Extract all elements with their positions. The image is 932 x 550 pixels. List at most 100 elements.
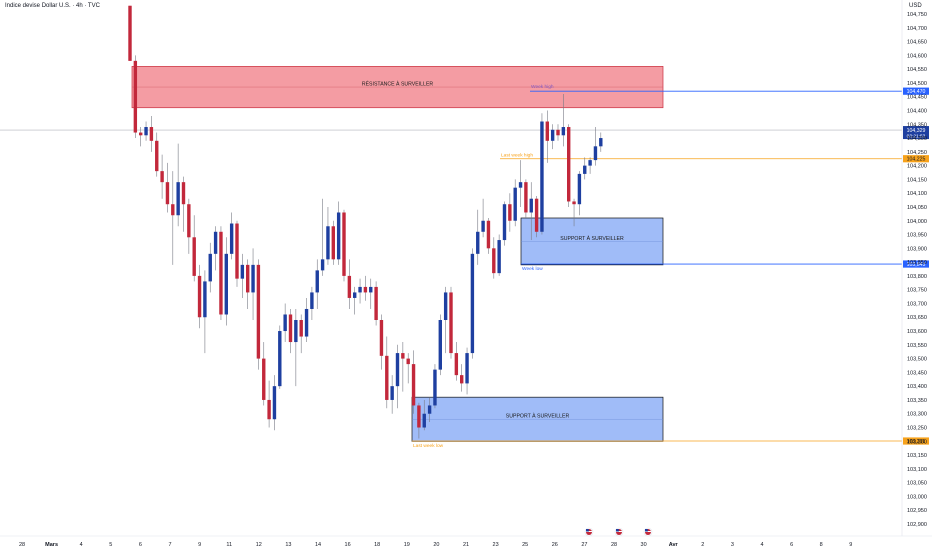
candle-body [342, 212, 346, 276]
candle-body [353, 292, 357, 298]
y-tick-label: 103,300 [907, 412, 927, 418]
flag-canton [616, 529, 619, 532]
candle-body [272, 386, 277, 420]
candle-body [251, 264, 255, 293]
y-tick-label: 103,550 [907, 343, 927, 349]
x-tick-label: 9 [849, 542, 852, 548]
candle-body [390, 386, 394, 400]
candle-body [310, 292, 314, 309]
candle-body [486, 220, 491, 249]
x-tick-label: 7 [168, 542, 171, 548]
y-tick-label: 103,850 [907, 260, 927, 266]
candle-body [192, 237, 196, 276]
candle-body [315, 270, 319, 293]
y-tick-label: 104,450 [907, 95, 927, 101]
candle-body [171, 204, 175, 216]
candle-body [561, 127, 566, 136]
y-tick-label: 103,150 [907, 453, 927, 459]
candle-body [144, 127, 148, 136]
level-price-tag [903, 155, 929, 163]
candle-body [229, 223, 234, 254]
candle-body [593, 146, 598, 161]
y-tick-label: 103,900 [907, 246, 927, 252]
event-flag-icon[interactable] [584, 527, 594, 537]
y-tick-label: 103,350 [907, 398, 927, 404]
candle-body [411, 364, 416, 406]
candle-body [203, 281, 207, 318]
zone-label: SUPPORT À SURVEILLER [506, 413, 570, 420]
candle-body [476, 231, 480, 254]
countdown-text: 03:21:53 [907, 134, 926, 140]
flag-stripe [616, 531, 622, 532]
economic-events[interactable] [584, 527, 653, 537]
level-price-text: 104,470 [907, 89, 926, 95]
x-tick-label: 3 [731, 542, 734, 548]
candle-body [545, 121, 549, 141]
x-tick-label: 18 [374, 542, 380, 548]
y-tick-label: 103,600 [907, 329, 927, 335]
candle-body [165, 182, 170, 205]
candle-body [336, 212, 341, 260]
level-label: Week high [531, 84, 554, 90]
candle-body [213, 231, 218, 254]
x-tick-label: 12 [256, 542, 262, 548]
x-tick-label: 2 [701, 542, 704, 548]
candle-body [139, 132, 143, 136]
candle-body [518, 182, 523, 188]
labels-layer: Week high 104,470 Last week high 104,225 Wee… [413, 84, 929, 449]
candle-body [395, 353, 400, 387]
x-axis[interactable]: 28 Mars 4 5 6 7 9 11 12 13 14 16 18 19 20 21 23 25 26 27 28 3… [0, 535, 932, 548]
x-tick-label: 26 [552, 542, 558, 548]
y-tick-label: 103,450 [907, 370, 927, 376]
candle-body [540, 121, 544, 232]
event-flag-icon[interactable] [614, 527, 624, 537]
zone-label: RÉSISTANCE À SURVEILLER [362, 81, 434, 88]
level-price-text: 104,225 [907, 157, 926, 163]
y-tick-label: 103,050 [907, 481, 927, 487]
y-tick-label: 104,550 [907, 67, 927, 73]
zones-layer: RÉSISTANCE À SURVEILLER SUPPORT À SURVEIL… [131, 66, 664, 442]
y-tick-label: 103,650 [907, 315, 927, 321]
y-axis[interactable]: 104,750 104,700 104,650 104,600 104,550 104,5… [901, 0, 927, 536]
candle-body [197, 275, 202, 318]
level-label: Last week high [501, 153, 533, 159]
candle-body [588, 160, 592, 166]
candle-body [417, 405, 421, 428]
candle-body [550, 129, 555, 141]
candle-body [288, 314, 293, 343]
y-tick-label: 104,700 [907, 26, 927, 32]
candle-body [208, 253, 212, 282]
candle-body [224, 253, 228, 315]
x-tick-label: 25 [522, 542, 528, 548]
candle-body [556, 129, 560, 136]
candle-body [454, 353, 459, 376]
y-tick-label: 103,000 [907, 494, 927, 500]
candle-body [187, 204, 191, 238]
candle-body [128, 5, 132, 61]
candle-body [583, 165, 587, 174]
y-tick-label: 103,400 [907, 384, 927, 390]
flag-stripe [586, 531, 592, 532]
candle-body [181, 182, 186, 205]
candles-layer [128, 5, 603, 439]
chart-title: Indice devise Dollar U.S. · 4h · TVC [5, 3, 100, 9]
y-tick-label: 104,100 [907, 191, 927, 197]
x-tick-label: 27 [581, 542, 587, 548]
y-tick-label: 102,900 [907, 522, 927, 528]
candle-body [326, 226, 330, 260]
y-tick-label: 104,500 [907, 81, 927, 87]
candle-body [433, 369, 437, 406]
candle-body [256, 264, 261, 359]
x-tick-label: 9 [198, 542, 201, 548]
candle-body [401, 353, 405, 359]
y-tick-label: 103,200 [907, 439, 927, 445]
candle-body [449, 292, 453, 354]
event-flag-icon[interactable] [643, 527, 653, 537]
y-tick-label: 104,000 [907, 219, 927, 225]
x-tick-label: 28 [611, 542, 617, 548]
current-price-text: 104,329 [907, 128, 926, 134]
flag-stripe [645, 531, 651, 532]
y-tick-label: 103,250 [907, 426, 927, 432]
candle-body [385, 355, 389, 400]
